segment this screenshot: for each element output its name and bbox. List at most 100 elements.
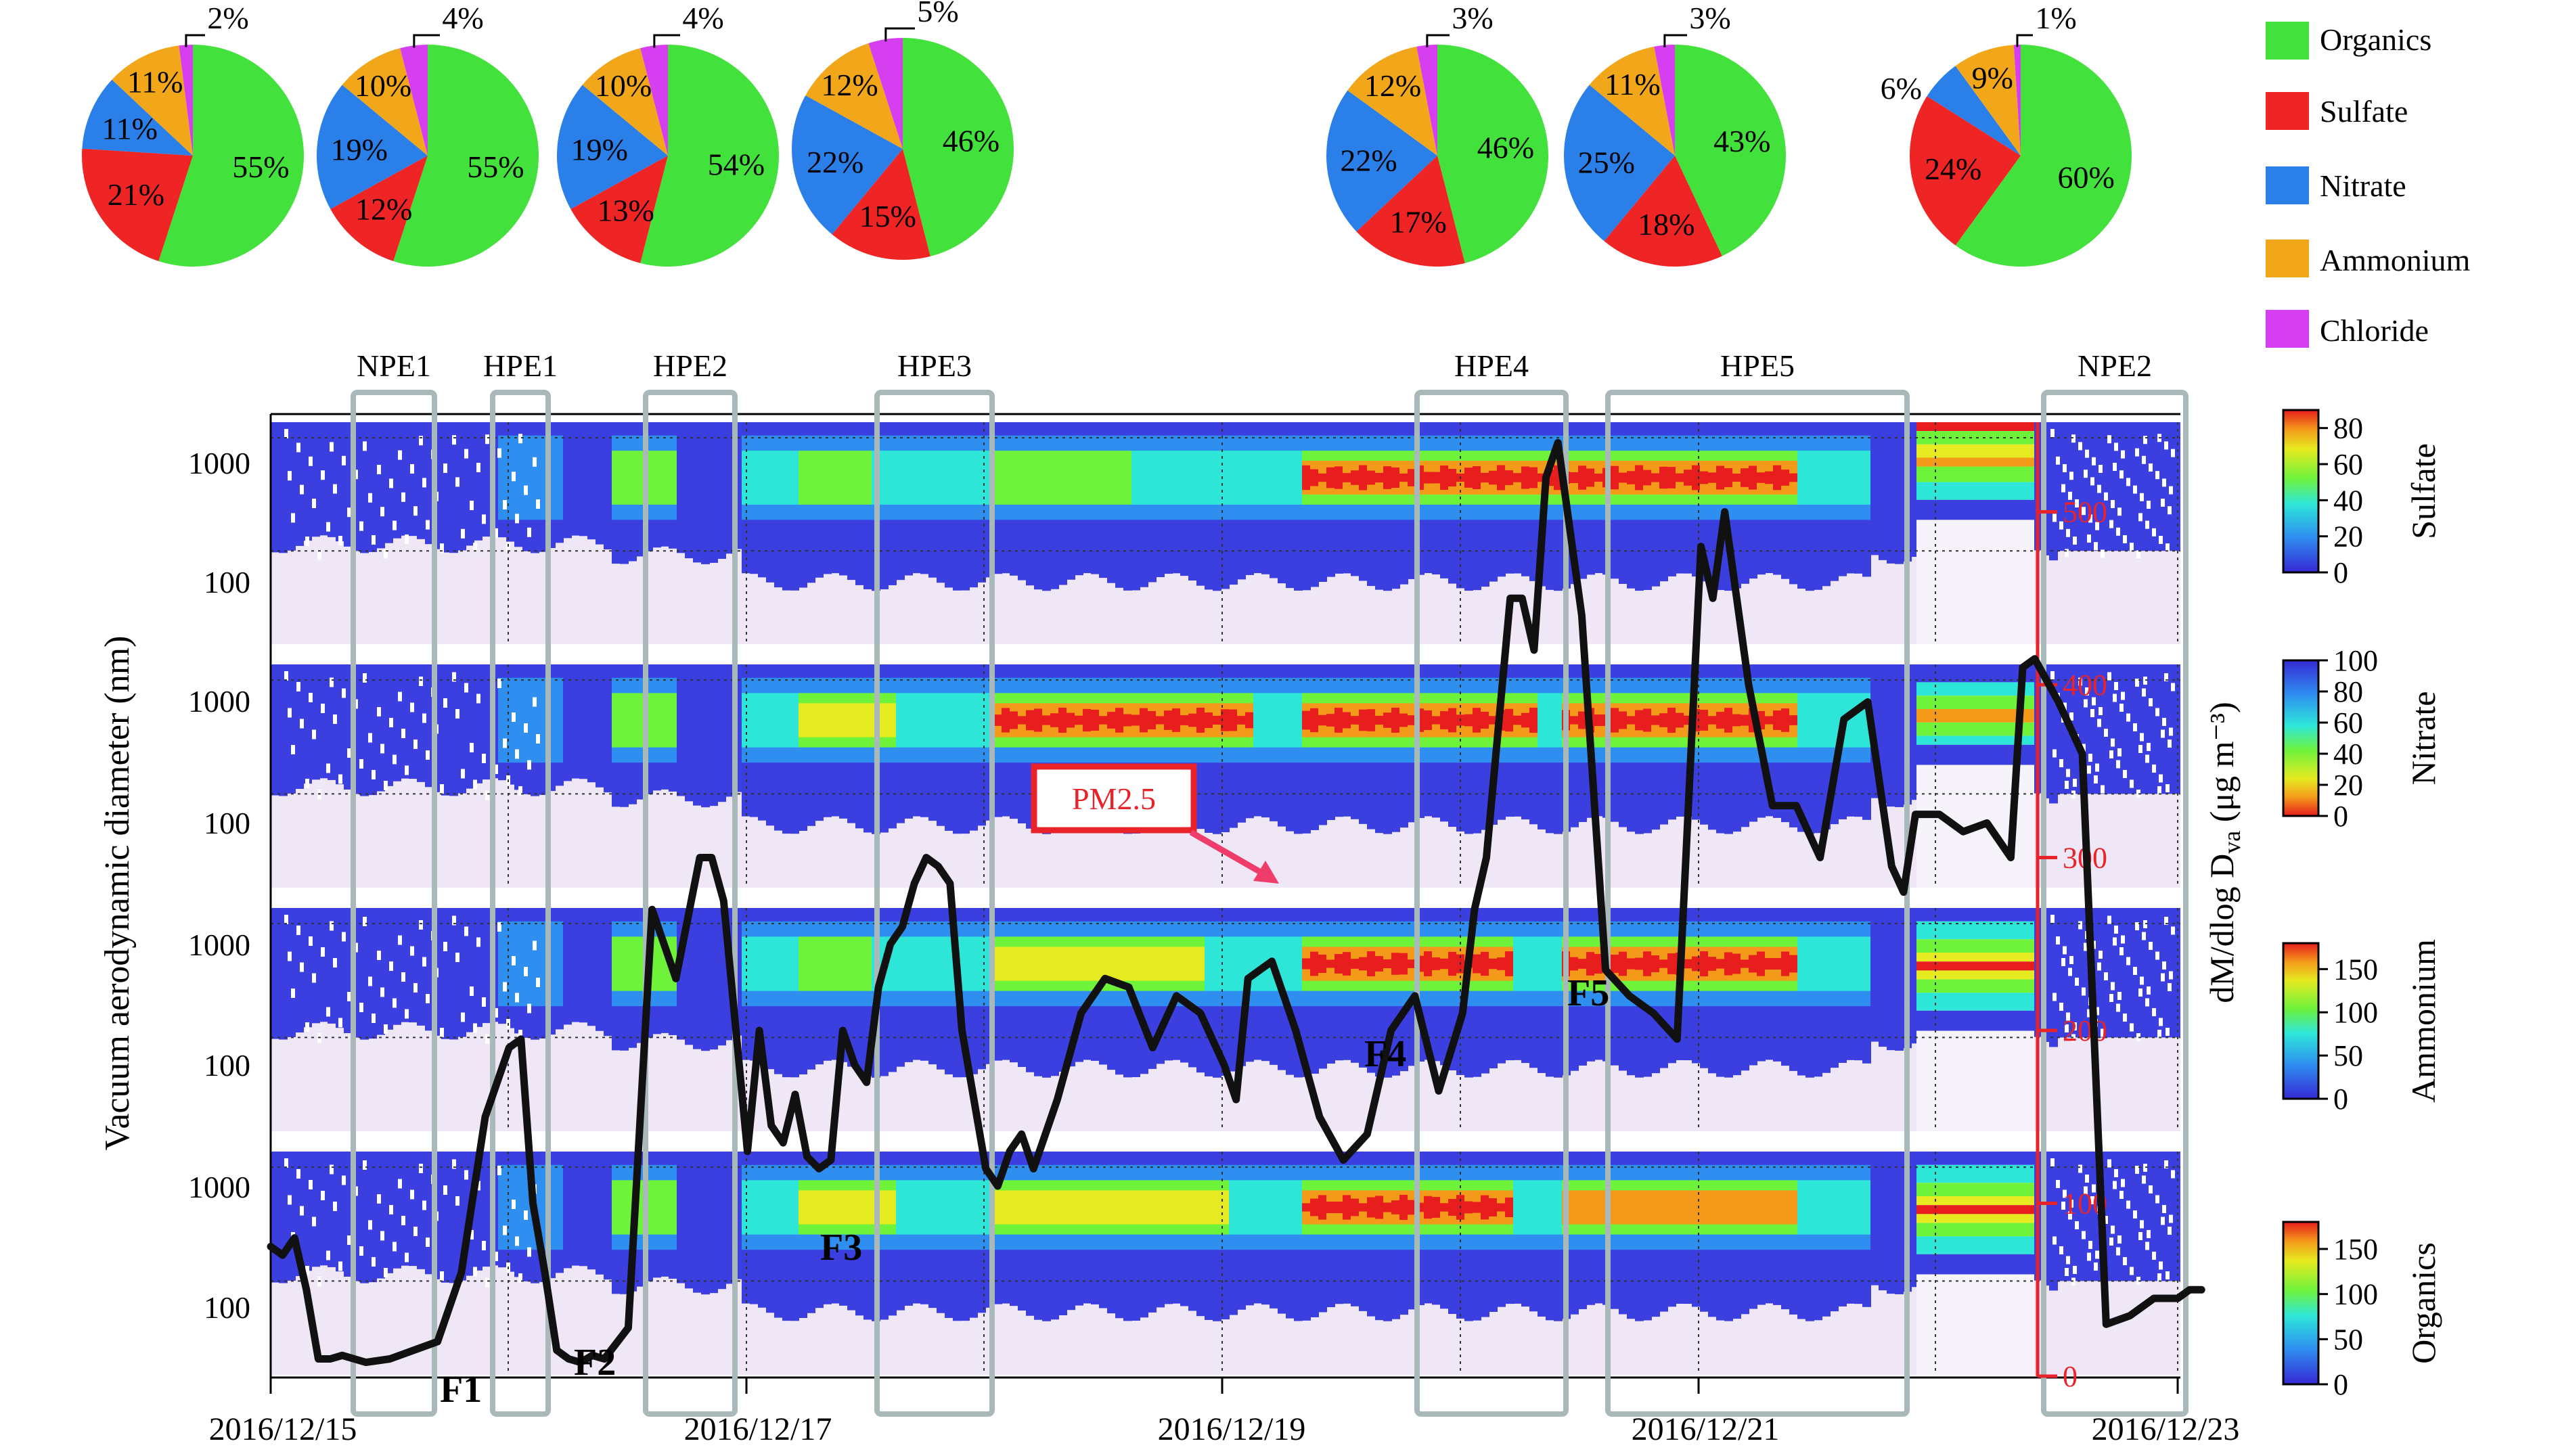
- heatmap-cell: [1075, 1190, 1083, 1225]
- speckle: [512, 1200, 516, 1209]
- legend-swatch-ammonium: [2266, 240, 2309, 277]
- heatmap-cell: [1075, 451, 1083, 505]
- heatmap-cell: [1310, 469, 1319, 486]
- heatmap-cell: [1115, 1190, 1124, 1225]
- heatmap-cell: [969, 936, 978, 991]
- heatmap-cell: [750, 936, 759, 991]
- heatmap-cell: [1221, 936, 1230, 991]
- heatmap-cell: [2052, 908, 2061, 1038]
- heatmap-cell: [1489, 1198, 1498, 1216]
- speckle: [503, 500, 507, 509]
- heatmap-cell: [425, 1164, 434, 1250]
- heatmap-cell: [1172, 708, 1181, 732]
- heatmap-cell: [1448, 708, 1457, 733]
- speckle: [2152, 765, 2156, 773]
- heatmap-cell: [1651, 1190, 1660, 1225]
- heatmap-cell: [1180, 1190, 1189, 1225]
- speckle: [389, 718, 393, 727]
- speckle: [2052, 993, 2057, 1001]
- heatmap-cell: [993, 947, 1002, 981]
- heatmap-cell: [1294, 1180, 1303, 1235]
- heatmap-cell: [360, 677, 369, 763]
- heatmap-cell: [1156, 947, 1165, 981]
- heatmap-cell: [514, 1164, 523, 1250]
- speckle: [312, 1216, 316, 1227]
- heatmap-cell: [1708, 716, 1717, 725]
- heatmap-cell: [799, 703, 807, 737]
- speckle: [359, 1246, 363, 1256]
- heatmap-cell: [1002, 1190, 1010, 1225]
- speckle: [2145, 1242, 2149, 1250]
- heatmap-cell: [652, 936, 661, 991]
- pie-chart: 55% 12% 19% 10% 4%: [317, 1, 539, 267]
- colorbar-bar: [2282, 942, 2320, 1100]
- speckle: [2109, 994, 2113, 1002]
- x-ticks: 2016/12/15 2016/12/17 2016/12/19 2016/12…: [209, 1378, 2239, 1447]
- heatmap-cell: [1270, 1180, 1278, 1235]
- heatmap-cell: [604, 921, 612, 1007]
- heatmap-cell: [1757, 1190, 1766, 1225]
- heatmap-cell: [1521, 712, 1530, 728]
- heatmap-cell: [1278, 1180, 1286, 1235]
- speckle: [392, 754, 397, 765]
- speckle: [2063, 1189, 2067, 1198]
- heatmap-cell: [839, 1190, 848, 1225]
- heatmap-cell: [807, 1190, 815, 1225]
- heatmap-cell: [1854, 936, 1863, 991]
- speckle: [440, 1028, 444, 1037]
- heatmap-cell: [336, 921, 344, 1007]
- heatmap-cell: [271, 921, 279, 1007]
- heatmap-cell: [799, 947, 807, 981]
- heatmap-cell: [1578, 959, 1587, 969]
- heatmap-cell: [1091, 947, 1100, 981]
- speckle: [2078, 921, 2082, 930]
- heatmap-cell: [1667, 707, 1676, 733]
- pie-slice-nitrate: [557, 85, 668, 210]
- heatmap-cell: [709, 677, 718, 763]
- heatmap-cell: [1399, 1194, 1408, 1221]
- heatmap-cell: [1205, 1190, 1213, 1225]
- heatmap-cell: [384, 921, 393, 1007]
- speckle: [380, 1231, 384, 1241]
- heatmap-cell: [1083, 1190, 1092, 1225]
- heatmap-cell: [1294, 451, 1303, 505]
- colorbar-bar: [2282, 409, 2320, 574]
- heatmap-cell: [2157, 908, 2166, 1038]
- heatmap-cell: [1708, 957, 1717, 971]
- heatmap-cell: [514, 435, 523, 520]
- speckle: [2082, 1231, 2086, 1239]
- speckle: [2142, 932, 2146, 940]
- speckle: [2092, 697, 2096, 706]
- heatmap-cell: [1334, 954, 1343, 974]
- speckle: [2097, 719, 2101, 727]
- speckle: [2109, 520, 2113, 528]
- gap-stripe: [1916, 722, 2034, 736]
- gap-stripe: [1916, 735, 2034, 745]
- heatmap-cell: [1237, 936, 1246, 991]
- heatmap-cell: [1732, 714, 1741, 727]
- speckle: [422, 1200, 426, 1210]
- pie-slice-organics: [640, 45, 779, 267]
- heatmap-cell: [1172, 1190, 1181, 1225]
- heatmap-cell: [1749, 1190, 1757, 1225]
- heatmap-cell: [409, 677, 418, 763]
- heatmap-cell: [1440, 1203, 1449, 1212]
- y-tick-100-sulfate: 100: [204, 565, 250, 599]
- heatmap-cell: [1651, 955, 1660, 972]
- colorbar-tick-label: 100: [2333, 1278, 2378, 1311]
- pie-label-chloride: 1%: [2035, 1, 2076, 35]
- heatmap-cell: [1887, 677, 1895, 763]
- speckle: [2121, 935, 2125, 944]
- gap-stripe: [1916, 1236, 2034, 1254]
- heatmap-cell: [766, 1180, 775, 1235]
- heatmap-cell: [498, 921, 507, 1007]
- heatmap-cell: [1643, 470, 1652, 486]
- speckle: [2161, 973, 2165, 982]
- heatmap-cell: [1237, 1180, 1246, 1235]
- speckle: [2142, 455, 2146, 464]
- heatmap-cell: [961, 936, 970, 991]
- heatmap-cell: [1334, 1202, 1343, 1213]
- speckle: [363, 917, 367, 926]
- heatmap-cell: [807, 461, 815, 495]
- speckle: [2059, 521, 2063, 530]
